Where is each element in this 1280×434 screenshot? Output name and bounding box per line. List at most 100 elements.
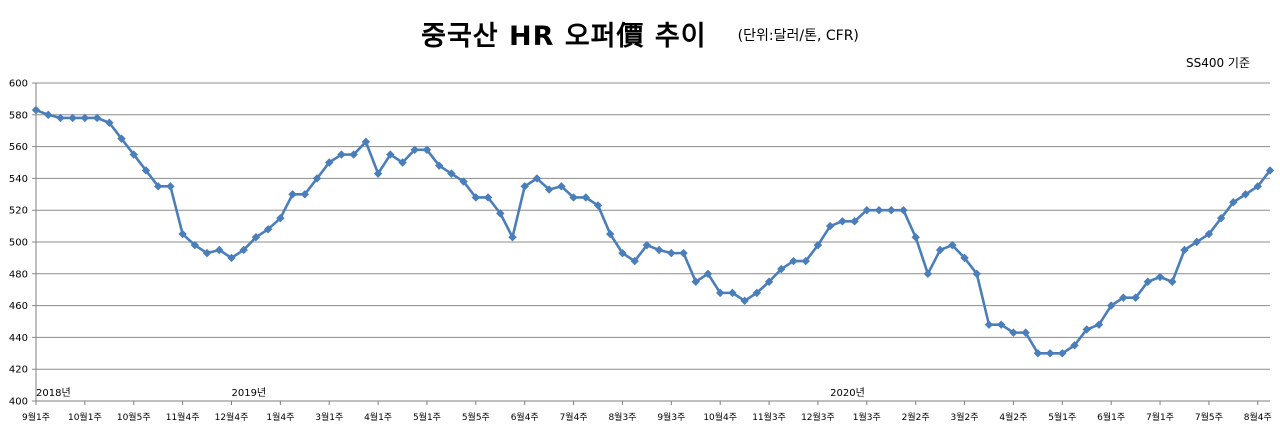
data-point: [263, 225, 273, 234]
data-point: [667, 248, 676, 258]
data-point: [31, 105, 41, 115]
data-point: [532, 174, 542, 183]
data-point: [337, 150, 346, 159]
data-point: [349, 150, 358, 159]
data-point: [935, 245, 945, 255]
data-point: [1180, 245, 1189, 255]
y-tick-label: 480: [9, 269, 28, 280]
data-point: [1155, 272, 1165, 282]
data-point: [166, 182, 175, 191]
data-point: [777, 264, 786, 274]
data-point: [654, 245, 664, 255]
x-tick-label: 1월4주: [266, 411, 294, 423]
data-point: [105, 118, 114, 127]
data-point: [1253, 182, 1262, 191]
data-point: [728, 288, 737, 298]
data-point: [618, 248, 627, 258]
data-point: [1009, 328, 1018, 337]
y-tick-label: 540: [9, 174, 28, 185]
data-point: [972, 269, 981, 278]
x-tick-label: 4월2주: [999, 411, 1027, 423]
data-point: [715, 288, 725, 298]
x-tick-label: 9월1주: [22, 411, 50, 423]
data-point: [606, 229, 615, 239]
data-point: [398, 158, 407, 167]
data-point: [1241, 190, 1250, 199]
data-point: [874, 206, 884, 215]
data-point: [1070, 341, 1079, 350]
data-point: [68, 113, 77, 123]
data-point: [80, 113, 90, 123]
data-point: [691, 277, 700, 286]
data-point: [520, 182, 529, 191]
data-point: [1021, 328, 1030, 337]
data-point: [1216, 213, 1226, 223]
data-point: [434, 161, 444, 170]
data-point: [862, 206, 872, 215]
data-point: [911, 233, 920, 242]
data-point: [997, 320, 1006, 329]
x-tick-label: 7월1주: [1146, 411, 1174, 423]
data-point: [703, 269, 713, 278]
data-point: [838, 217, 847, 226]
x-tick-label: 4월1주: [364, 411, 392, 423]
data-point: [923, 269, 933, 278]
data-point: [227, 253, 236, 263]
data-point: [202, 248, 212, 258]
data-point: [850, 217, 859, 226]
data-point: [1058, 349, 1067, 358]
data-point: [984, 320, 994, 329]
data-point: [117, 134, 126, 143]
data-point: [1265, 166, 1275, 175]
data-point: [459, 177, 468, 186]
data-point: [1131, 293, 1140, 302]
data-point: [92, 113, 102, 123]
data-point: [153, 182, 163, 191]
data-point: [569, 193, 578, 202]
data-point: [1045, 349, 1055, 358]
y-tick-label: 580: [9, 110, 28, 121]
data-point: [422, 145, 432, 154]
data-point: [386, 150, 395, 159]
x-tick-label: 11월4주: [166, 411, 200, 423]
y-tick-labels: 400 420 440 460 480 500 520 540 560 580 600: [9, 79, 28, 408]
basis-note: SS400 기준: [1185, 56, 1250, 70]
y-tick-label: 420: [9, 365, 28, 376]
data-point: [410, 145, 419, 154]
x-tick-label: 2월2주: [902, 411, 930, 423]
data-point: [679, 248, 688, 258]
data-point: [789, 256, 798, 266]
data-point: [581, 193, 591, 202]
x-tick-label: 10월5주: [117, 411, 151, 423]
x-tick-label: 8월4주: [1244, 411, 1272, 423]
data-point: [1106, 301, 1116, 310]
data-point: [361, 137, 371, 147]
data-point: [1033, 349, 1043, 358]
chart-title: 중국산 HR 오퍼價 추이: [421, 21, 707, 52]
data-point: [948, 240, 957, 250]
x-tick-label: 11월3주: [752, 411, 786, 423]
x-tick-label: 10월1주: [68, 411, 102, 423]
y-tick-label: 440: [9, 333, 28, 344]
x-tick-label: 7월4주: [560, 411, 588, 423]
data-point: [471, 193, 481, 202]
x-tick-label: 5월1주: [413, 411, 441, 423]
x-tick-label: 9월3주: [657, 411, 685, 423]
data-point: [1204, 229, 1214, 239]
data-point: [752, 288, 762, 298]
data-point: [1094, 320, 1104, 329]
data-point: [373, 169, 383, 178]
data-point: [496, 209, 505, 218]
data-point: [1229, 198, 1238, 207]
data-point: [312, 174, 322, 183]
x-tick-label: 12월4주: [215, 411, 249, 423]
data-point: [899, 206, 908, 215]
year-label: 2018년: [36, 387, 71, 399]
year-labels: 2018년 2019년 2020년: [36, 387, 865, 399]
data-point: [801, 256, 810, 266]
data-point: [1143, 277, 1153, 286]
data-point: [56, 113, 65, 123]
data-point: [740, 296, 749, 306]
data-point: [764, 277, 774, 286]
